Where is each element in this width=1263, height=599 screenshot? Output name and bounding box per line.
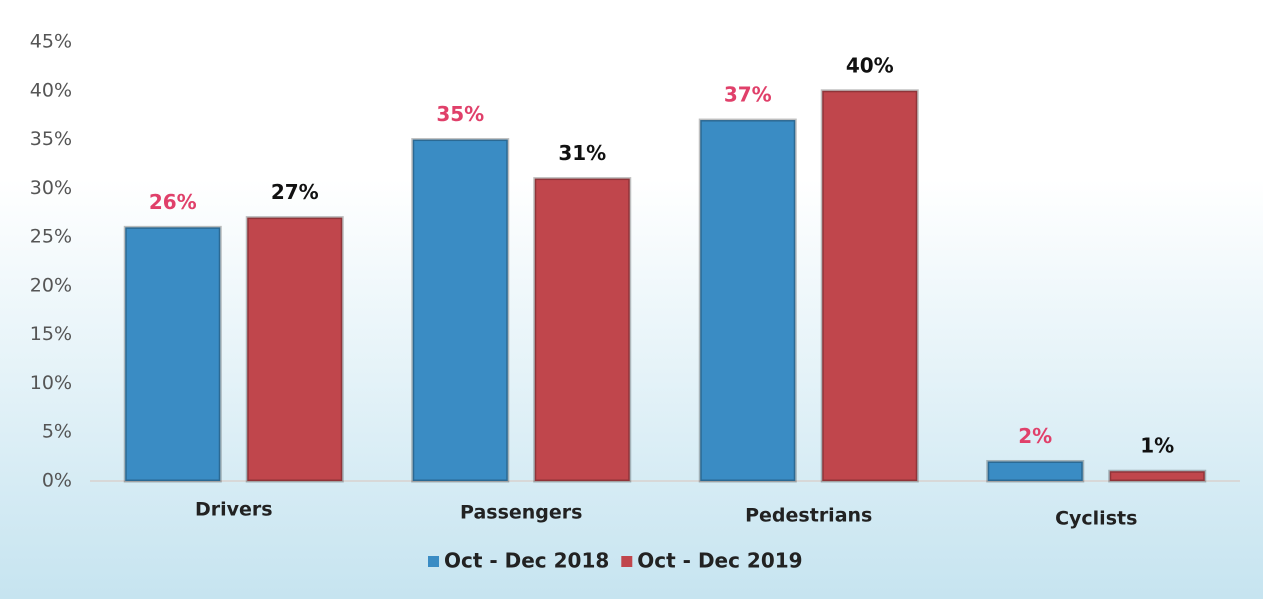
value-label: 26% xyxy=(149,190,197,214)
x-tick-label: Cyclists xyxy=(1055,508,1137,530)
x-tick-label: Pedestrians xyxy=(745,505,872,527)
value-label: 37% xyxy=(724,83,772,107)
bar xyxy=(245,216,344,483)
value-label: 35% xyxy=(436,102,484,126)
y-tick-label: 0% xyxy=(42,470,72,492)
y-tick-label: 5% xyxy=(42,421,72,443)
bar xyxy=(1108,469,1207,483)
value-label: 27% xyxy=(271,180,319,204)
y-tick-label: 30% xyxy=(30,177,72,199)
x-tick-label: Drivers xyxy=(195,499,273,521)
bar xyxy=(698,118,797,483)
y-tick-label: 15% xyxy=(30,323,72,345)
legend-swatch xyxy=(621,556,633,567)
value-label: 1% xyxy=(1140,434,1174,458)
y-tick-label: 45% xyxy=(30,31,72,53)
y-tick-label: 10% xyxy=(30,372,72,394)
bar xyxy=(820,89,919,483)
bar xyxy=(533,177,632,483)
y-tick-label: 40% xyxy=(30,79,72,101)
value-label: 40% xyxy=(846,53,894,77)
y-tick-label: 20% xyxy=(30,274,72,296)
legend-label: Oct - Dec 2018 xyxy=(444,549,609,573)
y-tick-label: 25% xyxy=(30,226,72,248)
legend-label: Oct - Dec 2019 xyxy=(637,549,802,573)
y-tick-label: 35% xyxy=(30,128,72,150)
bar xyxy=(123,225,222,483)
x-tick-label: Passengers xyxy=(460,502,582,524)
legend-swatch xyxy=(428,556,439,567)
value-label: 31% xyxy=(558,141,606,165)
bar xyxy=(411,138,510,483)
bar xyxy=(986,459,1085,483)
value-label: 2% xyxy=(1018,424,1052,448)
